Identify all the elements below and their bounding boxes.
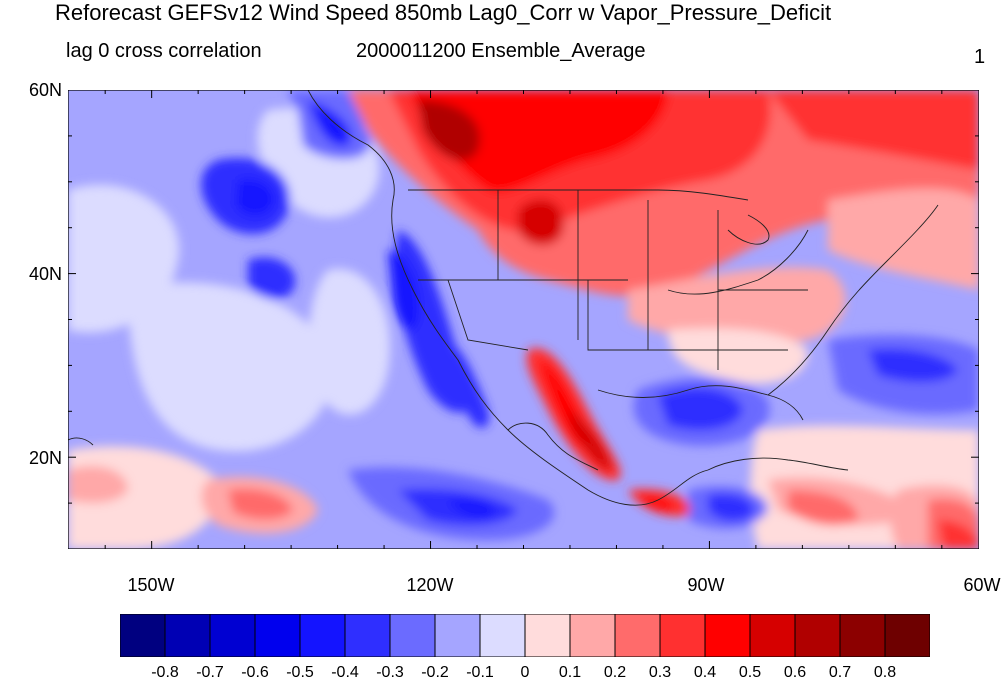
colorbar-box: [344, 613, 391, 658]
colorbar-box: [164, 613, 211, 658]
colorbar-box: [749, 613, 796, 658]
colorbar-label: 0.3: [648, 664, 672, 681]
colorbar-box: [614, 613, 661, 658]
axis-ticks: [68, 89, 979, 550]
map-canvas: [67, 89, 980, 550]
lat-label-40n: 40N: [28, 264, 62, 284]
lon-label-150w: 150W: [127, 575, 175, 595]
left-subtitle: lag 0 cross correlation: [66, 40, 262, 62]
colorbar-label: -0.3: [376, 664, 404, 681]
colorbar-label: -0.2: [421, 664, 449, 681]
lon-label-90w: 90W: [687, 575, 725, 595]
colorbar-box: [299, 613, 346, 658]
colorbar-box: [434, 613, 481, 658]
lon-label-120w: 120W: [406, 575, 454, 595]
colorbar-box: [389, 613, 436, 658]
center-subtitle: 2000011200 Ensemble_Average: [356, 40, 646, 62]
colorbar-box: [254, 613, 301, 658]
colorbar-box: [524, 613, 571, 658]
coastlines: [68, 90, 939, 506]
colorbar-label: 0: [520, 664, 530, 681]
lon-label-60w: 60W: [963, 575, 1001, 595]
colorbar-label: -0.7: [196, 664, 224, 681]
colorbar-label: 0.2: [603, 664, 627, 681]
correlation-map: [67, 89, 980, 550]
colorbar-label: 0.1: [558, 664, 582, 681]
colorbar-label: 0.7: [828, 664, 852, 681]
colorbar-box: [794, 613, 841, 658]
colorbar-box: [704, 613, 751, 658]
colorbar-box: [119, 613, 166, 658]
colorbar-label: 0.8: [873, 664, 897, 681]
colorbar-box: [569, 613, 616, 658]
colorbar-box: [884, 613, 931, 658]
lat-label-60n: 60N: [28, 80, 62, 100]
colorbar-label: 0.5: [738, 664, 762, 681]
colorbar-box: [659, 613, 706, 658]
colorbar-box: [479, 613, 526, 658]
correlation-field: [68, 90, 979, 549]
lat-label-20n: 20N: [28, 448, 62, 468]
colorbar-label: -0.6: [241, 664, 269, 681]
colorbar-label: -0.5: [286, 664, 314, 681]
colorbar-label: -0.8: [151, 664, 179, 681]
colorbar-label: -0.1: [466, 664, 494, 681]
right-subtitle: 1: [974, 46, 986, 68]
colorbar-boxes: [119, 613, 931, 658]
colorbar-label: 0.6: [783, 664, 807, 681]
chart-title: Reforecast GEFSv12 Wind Speed 850mb Lag0…: [55, 0, 832, 25]
colorbar-box: [209, 613, 256, 658]
colorbar: [119, 613, 931, 658]
colorbar-box: [839, 613, 886, 658]
colorbar-label: 0.4: [693, 664, 717, 681]
colorbar-label: -0.4: [331, 664, 359, 681]
